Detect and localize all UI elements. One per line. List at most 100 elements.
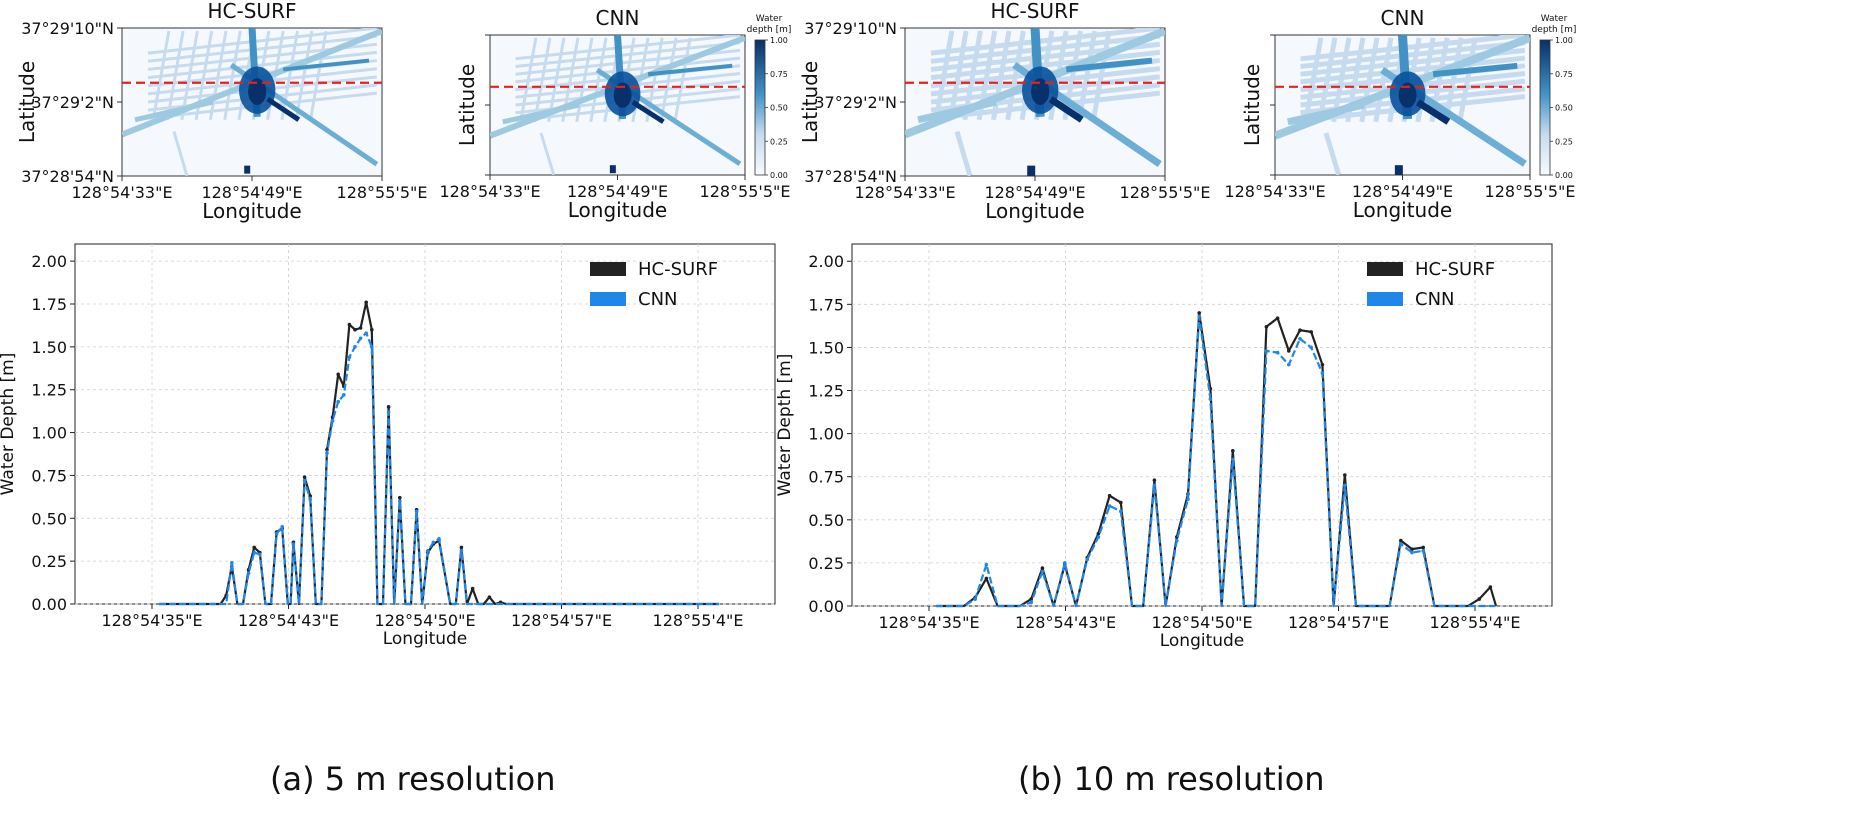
y-axis-label: Water Depth [m] — [775, 354, 795, 497]
data-point — [1040, 566, 1045, 570]
lon-tick-label: 128°54'49"E — [984, 183, 1085, 202]
data-point — [1399, 542, 1403, 546]
data-point — [358, 336, 363, 341]
data-point — [1197, 311, 1201, 315]
y-tick-label: 0.25 — [808, 554, 844, 573]
data-point — [1119, 509, 1123, 513]
data-point — [1287, 362, 1291, 367]
data-point — [1029, 597, 1033, 601]
colorbar-tick: 0.50 — [1555, 104, 1573, 113]
data-point — [1287, 349, 1291, 353]
y-tick-label: 0.50 — [31, 509, 67, 528]
colorbar-tick: 1.00 — [1555, 36, 1573, 45]
y-tick-label: 0.25 — [31, 552, 67, 571]
data-point — [973, 597, 977, 601]
data-point — [1175, 538, 1179, 543]
longitude-label: Longitude — [568, 198, 667, 222]
x-tick-label: 128°54'43"E — [238, 611, 339, 630]
lon-tick-label: 128°54'33"E — [71, 183, 172, 202]
data-point — [1208, 397, 1213, 401]
data-point — [325, 451, 329, 455]
data-point — [370, 327, 374, 332]
data-point — [291, 542, 296, 546]
colorbar-title: Water — [1541, 14, 1568, 24]
data-point — [470, 586, 475, 591]
colorbar-tick: 1.00 — [770, 36, 788, 45]
y-tick-label: 1.25 — [31, 381, 67, 400]
latitude-label: Latitude — [455, 64, 479, 146]
data-point — [1410, 547, 1414, 551]
legend-swatch — [1367, 292, 1403, 306]
lon-tick-label: 128°55'5"E — [700, 182, 791, 201]
data-point — [414, 509, 419, 514]
data-point — [1264, 324, 1269, 329]
legend-swatch — [590, 292, 626, 306]
data-point — [1275, 316, 1280, 320]
y-tick-label: 2.00 — [31, 252, 67, 271]
y-tick-label: 1.00 — [808, 425, 844, 444]
data-point — [1320, 362, 1325, 367]
data-point — [274, 531, 279, 536]
series-hcsurf — [936, 311, 1498, 608]
colorbar-title: depth [m] — [1532, 25, 1577, 35]
map-title: CNN — [596, 6, 640, 30]
map-hcsurf-5m: HC-SURF 37°29'10"N 37°29'2"N 37°28'54"N Lati… — [15, 0, 427, 223]
colorbar-tick: 0.00 — [1555, 171, 1573, 180]
y-tick-label: 0.00 — [31, 595, 67, 614]
data-point — [370, 345, 374, 349]
map-cnn-5m: CNN Latitude 128°54'33"E 128°54'49"E 128°55'… — [439, 6, 791, 222]
series-cnn — [936, 315, 1496, 608]
data-point — [487, 595, 492, 599]
colorbar-tick: 0.25 — [770, 137, 788, 146]
lon-tick-label: 128°54'49"E — [201, 183, 302, 202]
data-point — [1107, 504, 1112, 508]
data-point — [252, 550, 256, 555]
latitude-label: Latitude — [1240, 64, 1264, 146]
data-point — [437, 537, 441, 541]
data-point — [1040, 569, 1045, 574]
data-point — [431, 540, 436, 545]
data-point — [1152, 478, 1157, 482]
y-tick-label: 1.75 — [808, 295, 844, 314]
y-tick-label: 1.00 — [31, 424, 67, 443]
legend-label: HC-SURF — [1415, 259, 1495, 280]
colorbar-tick: 0.25 — [1555, 137, 1573, 146]
lon-tick-label: 128°55'5"E — [1485, 182, 1576, 201]
data-point — [230, 561, 234, 565]
data-point — [1298, 337, 1302, 341]
lat-tick-label: 37°29'10"N — [21, 19, 114, 38]
y-tick-label: 1.50 — [31, 338, 67, 357]
map-hcsurf-10m: HC-SURF 37°29'10"N 37°29'2"N 37°28'54"N Lati… — [798, 0, 1210, 223]
legend-swatch — [1367, 262, 1403, 276]
map-cnn-10m: CNN Latitude 128°54'33"E 128°54'49"E 128°55'… — [1224, 6, 1576, 222]
data-point — [280, 525, 285, 529]
longitude-label: Longitude — [985, 199, 1084, 223]
data-point — [1197, 314, 1201, 319]
data-point — [308, 497, 313, 502]
data-point — [398, 499, 402, 503]
lon-tick-label: 128°54'33"E — [1224, 182, 1325, 201]
data-point — [1231, 457, 1235, 462]
data-point — [1410, 550, 1414, 555]
x-axis-label: Longitude — [1160, 631, 1245, 651]
data-point — [1309, 345, 1313, 350]
y-tick-label: 1.75 — [31, 295, 67, 314]
colorbar — [754, 39, 766, 176]
data-point — [358, 326, 363, 330]
map-title: CNN — [1381, 6, 1425, 30]
lon-tick-label: 128°55'5"E — [337, 183, 428, 202]
flood-pattern — [905, 28, 1165, 176]
data-point — [364, 331, 369, 335]
data-point — [1488, 585, 1493, 589]
data-point — [258, 552, 262, 557]
caption-a: (a) 5 m resolution — [270, 760, 556, 798]
x-axis-label: Longitude — [383, 629, 468, 649]
colorbar-tick: 0.00 — [770, 171, 788, 180]
data-point — [1309, 330, 1313, 334]
x-tick-label: 128°54'57"E — [511, 611, 612, 630]
data-point — [302, 478, 307, 483]
data-point — [252, 545, 256, 550]
data-point — [459, 545, 464, 550]
colorbar — [1539, 39, 1551, 176]
